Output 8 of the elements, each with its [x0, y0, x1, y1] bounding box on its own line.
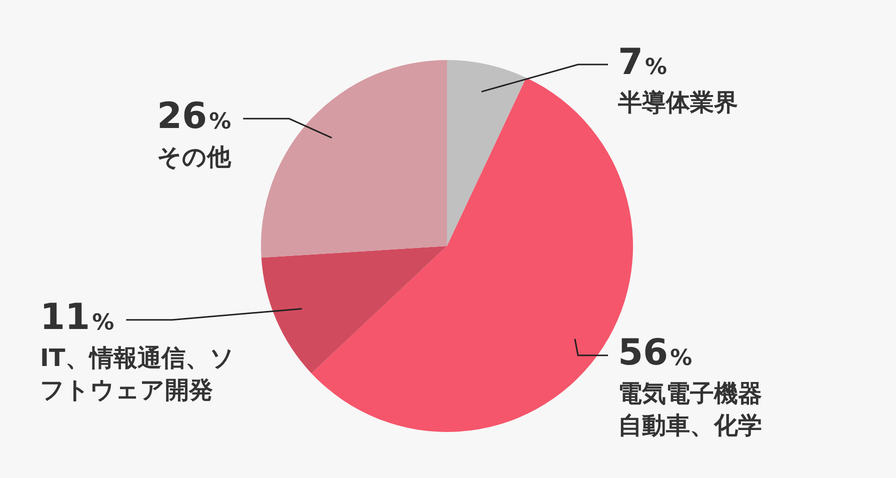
slice-label: 電気電子機器自動車、化学: [618, 380, 762, 440]
data-label: 26%: [157, 96, 232, 138]
data-label: 7%: [618, 42, 668, 83]
slice-label: その他: [157, 142, 232, 171]
data-label: 56%: [618, 332, 692, 374]
slice-label: 半導体業界: [617, 88, 738, 117]
slice-label: IT、情報通信、ソフトウェア開発: [40, 344, 234, 404]
data-label: 11%: [40, 297, 114, 338]
